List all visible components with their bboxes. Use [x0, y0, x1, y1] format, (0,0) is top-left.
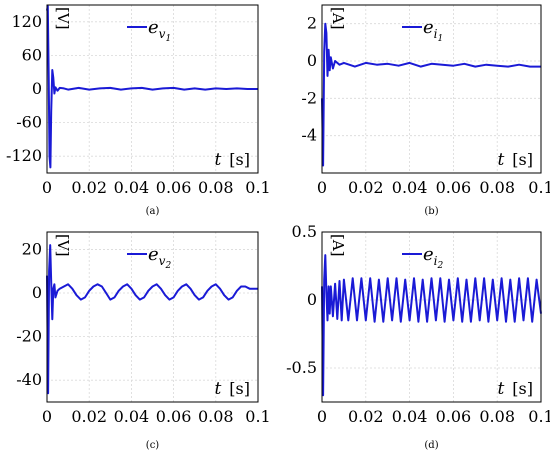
panel-caption: (b) — [424, 206, 438, 217]
panel-3: 0 0.02 0.04 0.06 0.08 0.1 -40 -20 0 20 [V] t [s] ev2 (… — [16, 231, 271, 451]
panel-caption: (d) — [424, 440, 438, 451]
legend-label: ei1 — [423, 17, 443, 44]
legend: ei1 — [402, 17, 443, 44]
x-tick-label: 0.08 — [479, 178, 515, 197]
legend-base: e — [148, 17, 159, 38]
legend-subsubscript: 2 — [164, 261, 171, 271]
legend-subsubscript: 2 — [437, 261, 444, 271]
x-tick-label: 0.02 — [348, 407, 384, 426]
legend-subscript: i — [434, 254, 438, 268]
legend-subsubscript: 1 — [438, 34, 444, 44]
y-tick-label: 0 — [32, 283, 42, 302]
panel-caption: (a) — [146, 206, 160, 217]
x-axis-label: t [s] — [214, 150, 250, 170]
legend-base: e — [423, 244, 434, 265]
x-axis-variable: t — [497, 379, 504, 399]
x-tick-label: 0.06 — [156, 407, 192, 426]
panel-4: 0 0.02 0.04 0.06 0.08 0.1 -0.5 0 0.5 [A] t [s] ei2 (d… — [286, 222, 550, 451]
y-tick-label: -20 — [16, 327, 42, 346]
y-tick-label: 60 — [22, 45, 42, 64]
legend-subscript: v — [159, 27, 166, 41]
x-tick-label: 0.06 — [436, 407, 472, 426]
y-tick-label: -4 — [301, 126, 317, 145]
panel-caption: (c) — [146, 440, 160, 451]
x-axis-label: t [s] — [497, 150, 533, 170]
series-line-1 — [321, 22, 541, 167]
x-tick-label: 0.02 — [71, 407, 107, 426]
y-tick-label: 0 — [32, 79, 42, 98]
y-tick-label: -0.5 — [286, 358, 317, 377]
panel-2: 0 0.02 0.04 0.06 0.08 0.1 -4 -2 0 2 [A] t [s] ei1 (b) — [301, 4, 550, 217]
plot-frame — [321, 231, 542, 403]
y-tick-label: 0 — [307, 51, 317, 70]
legend-label: ev1 — [148, 17, 171, 44]
x-tick-label: 0.02 — [71, 178, 107, 197]
plot-frame — [46, 4, 259, 174]
x-tick-label: 0.04 — [392, 407, 428, 426]
legend-subsubscript: 1 — [165, 34, 171, 44]
y-tick-label: 20 — [22, 239, 42, 258]
series-line-1 — [46, 5, 258, 169]
y-axis-unit-label: [V] — [54, 234, 72, 257]
legend: ev2 — [127, 244, 171, 271]
y-tick-label: -40 — [16, 370, 42, 389]
x-tick-label: 0.04 — [392, 178, 428, 197]
y-tick-label: 0 — [307, 290, 317, 309]
x-tick-label: 0 — [42, 178, 52, 197]
x-tick-label: 0.1 — [245, 407, 270, 426]
x-tick-label: 0 — [42, 407, 52, 426]
plot-frame — [46, 231, 259, 403]
x-tick-label: 0.1 — [245, 178, 270, 197]
legend-base: e — [423, 17, 434, 38]
panel-1: 0 0.02 0.04 0.06 0.08 0.1 -120 -60 0 60 120 [V] t [s]… — [6, 4, 271, 217]
y-tick-label: 2 — [307, 14, 317, 33]
x-tick-label: 0.02 — [348, 178, 384, 197]
legend-base: e — [148, 244, 159, 265]
y-axis-unit-label: [A] — [329, 234, 347, 257]
legend-subscript: i — [434, 27, 438, 41]
y-tick-label: -2 — [301, 88, 317, 107]
x-tick-label: 0.1 — [528, 407, 550, 426]
x-axis-unit: [s] — [512, 150, 533, 169]
y-tick-label: 120 — [11, 12, 42, 31]
series-line-1 — [46, 244, 258, 395]
x-axis-unit: [s] — [229, 150, 250, 169]
legend-label: ev2 — [148, 244, 171, 271]
legend-subscript: v — [159, 254, 166, 268]
y-tick-label: 0.5 — [292, 222, 317, 241]
x-tick-label: 0 — [317, 178, 327, 197]
x-axis-variable: t — [497, 150, 504, 170]
x-tick-label: 0 — [317, 407, 327, 426]
x-axis-unit: [s] — [229, 379, 250, 398]
x-tick-label: 0.06 — [156, 178, 192, 197]
x-tick-label: 0.04 — [114, 407, 150, 426]
y-axis-unit-label: [A] — [329, 7, 347, 30]
x-axis-label: t [s] — [214, 379, 250, 399]
plot-frame — [321, 4, 542, 174]
x-axis-label: t [s] — [497, 379, 533, 399]
legend: ev1 — [127, 17, 171, 44]
y-tick-label: -120 — [6, 146, 42, 165]
legend: ei2 — [402, 244, 444, 271]
x-tick-label: 0.08 — [479, 407, 515, 426]
x-axis-unit: [s] — [512, 379, 533, 398]
legend-label: ei2 — [423, 244, 444, 271]
x-tick-label: 0.04 — [114, 178, 150, 197]
y-axis-unit-label: [V] — [54, 7, 72, 30]
x-axis-variable: t — [214, 150, 221, 170]
x-axis-variable: t — [214, 379, 221, 399]
x-tick-label: 0.08 — [198, 178, 234, 197]
series-line-1 — [321, 254, 542, 397]
x-tick-label: 0.08 — [198, 407, 234, 426]
y-tick-label: -60 — [16, 113, 42, 132]
x-tick-label: 0.06 — [436, 178, 472, 197]
x-tick-label: 0.1 — [528, 178, 550, 197]
